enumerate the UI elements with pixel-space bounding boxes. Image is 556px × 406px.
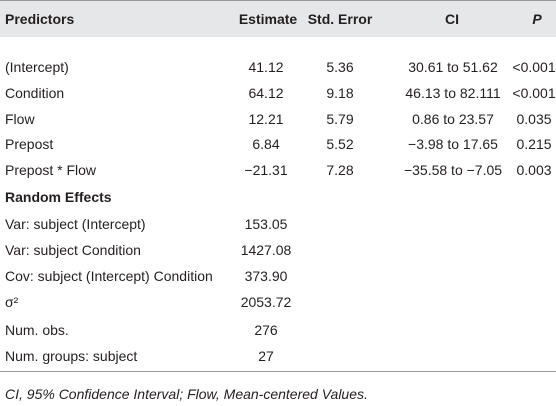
table-cell: 0.86 to 23.57 (412, 110, 494, 127)
table-cell: Prepost * Flow (5, 162, 97, 179)
table-cell: Condition (5, 84, 65, 101)
table-cell: 6.84 (252, 136, 280, 153)
table-cell: (Intercept) (5, 59, 69, 75)
table-cell: 12.21 (248, 110, 284, 127)
table-cell: 64.12 (248, 84, 284, 101)
header-cell: Std. Error (307, 11, 373, 27)
header-cell: CI (445, 11, 459, 27)
table-cell: 46.13 to 82.111 (405, 84, 501, 101)
table-cell: 41.12 (248, 59, 284, 75)
table-cell: 0.003 (516, 162, 552, 179)
table-cell: 27 (258, 348, 274, 364)
table-cell: 0.035 (516, 110, 552, 127)
footnote: CI, 95% Confidence Interval; Flow, Mean-… (5, 386, 368, 402)
table-cell: Num. groups: subject (5, 348, 138, 364)
table-cell: 0.215 (516, 136, 552, 153)
header-band (0, 0, 556, 37)
table-cell: Var: subject (Intercept) (5, 216, 146, 232)
table-cell: Flow (5, 110, 35, 127)
table-cell: <0.001 (512, 84, 556, 101)
table-cell: Var: subject Condition (5, 242, 141, 258)
section-title: Random Effects (5, 189, 112, 205)
table-cell: 276 (254, 322, 278, 338)
table-cell: <0.001 (512, 59, 556, 75)
table-cell: 153.05 (244, 216, 288, 232)
table-cell: −35.58 to −7.05 (403, 162, 503, 179)
bottom-rule (0, 371, 556, 372)
table-cell: 1427.08 (240, 242, 292, 258)
table-cell: 5.52 (326, 136, 354, 153)
table-cell: Cov: subject (Intercept) Condition (5, 268, 213, 284)
header-cell: Estimate (238, 11, 298, 27)
table-cell: 5.79 (326, 110, 354, 127)
table-cell: Num. obs. (5, 322, 69, 338)
header-cell: P (532, 11, 542, 27)
header-cell: Predictors (5, 11, 75, 27)
table-cell: Prepost (5, 136, 54, 153)
table-cell: 2053.72 (240, 294, 292, 310)
table-cell: 30.61 to 51.62 (408, 59, 498, 75)
table-cell: 5.36 (326, 59, 354, 75)
table-cell: 9.18 (326, 84, 354, 101)
table-cell: −3.98 to 17.65 (408, 136, 498, 153)
table-cell: 373.90 (244, 268, 288, 284)
table-cell: −21.31 (244, 162, 288, 179)
table-cell: σ² (5, 294, 19, 310)
table-cell: 7.28 (326, 162, 354, 179)
